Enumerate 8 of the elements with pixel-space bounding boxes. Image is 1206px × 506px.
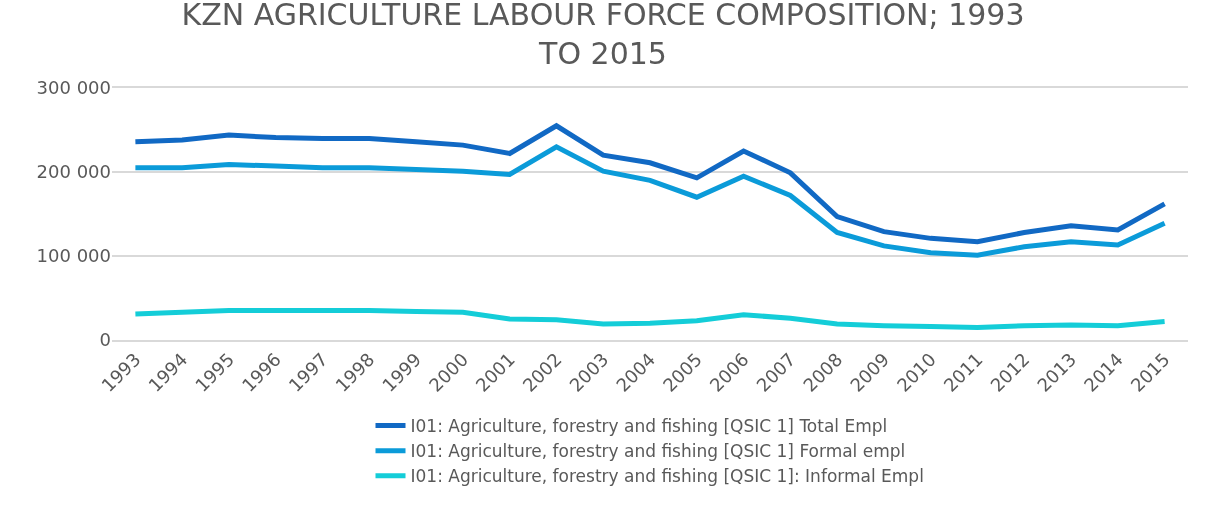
chart-title: KZN AGRICULTURE LABOUR FORCE COMPOSITION; 1993 TO 2015 (181, 0, 1025, 72)
legend-label: I01: Agriculture, forestry and fishing [QSIC 1] Formal empl (410, 441, 906, 462)
y-tick-label: 100 000 (36, 245, 111, 267)
legend-label: I01: Agriculture, forestry and fishing [QSIC 1]: Informal Empl (410, 466, 924, 487)
y-tick-label: 200 000 (36, 161, 111, 183)
y-tick-label: 300 000 (36, 77, 111, 99)
legend-label: I01: Agriculture, forestry and fishing [QSIC 1] Total Empl (410, 416, 888, 437)
y-tick-label: 0 (99, 329, 111, 351)
